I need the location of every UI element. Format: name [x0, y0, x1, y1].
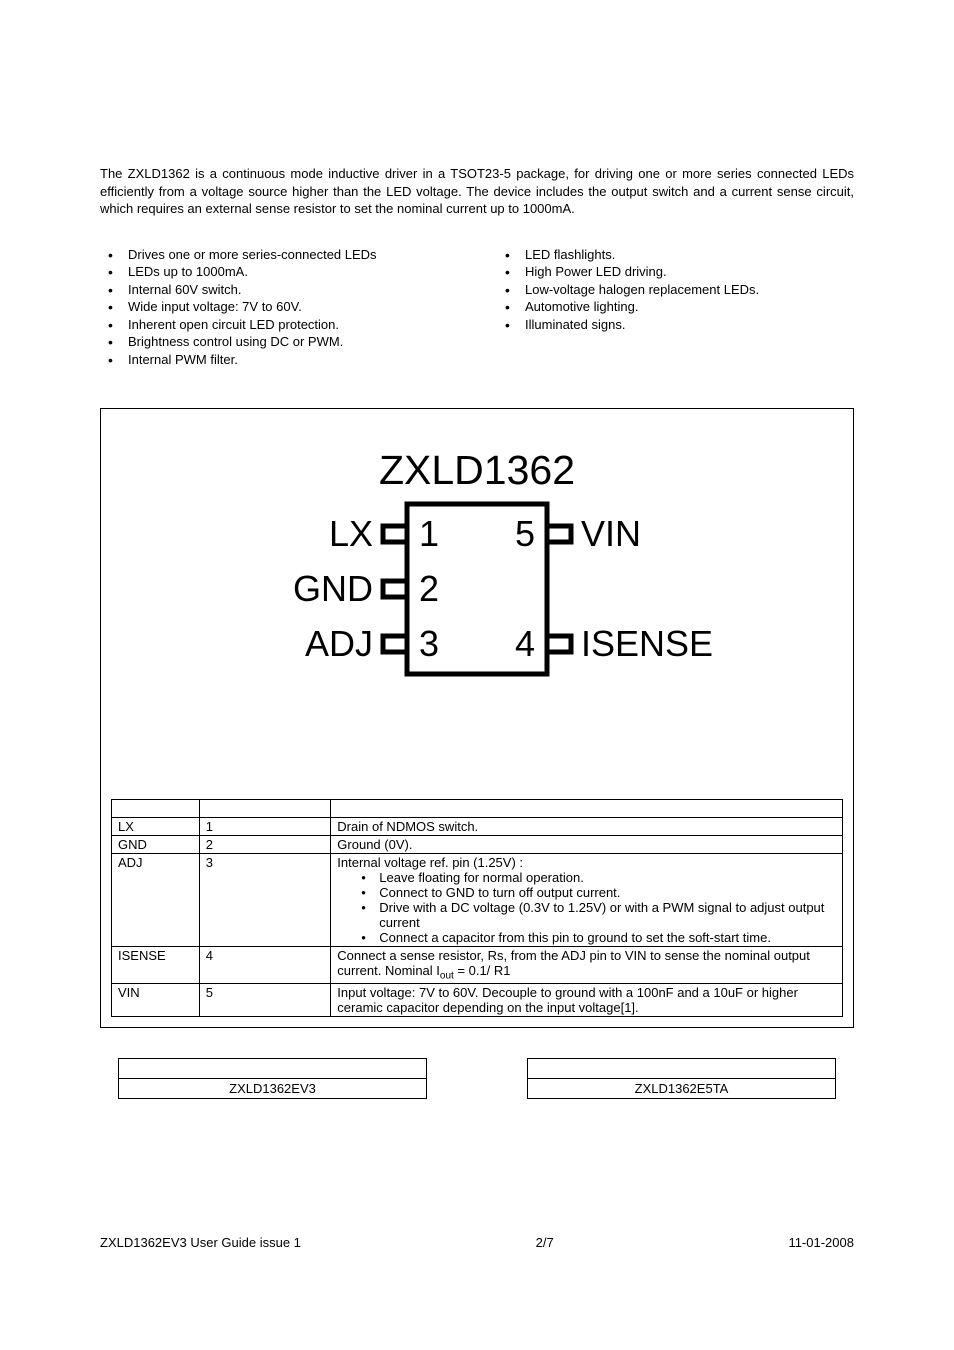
intro-paragraph: The ZXLD1362 is a continuous mode induct…	[100, 165, 854, 218]
pin-description: Internal voltage ref. pin (1.25V) :Leave…	[331, 854, 843, 947]
pin-name: ADJ	[112, 854, 200, 947]
table-row: LX1Drain of NDMOS switch.	[112, 818, 843, 836]
svg-text:4: 4	[515, 623, 535, 664]
feature-item: Brightness control using DC or PWM.	[100, 333, 457, 351]
pin-name: VIN	[112, 984, 200, 1017]
svg-text:ISENSE: ISENSE	[581, 623, 713, 664]
svg-text:2: 2	[419, 568, 439, 609]
ordering-right-header	[528, 1059, 836, 1079]
feature-item: LEDs up to 1000mA.	[100, 263, 457, 281]
ordering-table-left: ZXLD1362EV3	[118, 1058, 427, 1099]
footer-center: 2/7	[536, 1235, 554, 1250]
pin-description: Connect a sense resistor, Rs, from the A…	[331, 947, 843, 984]
ordering-table-right: ZXLD1362E5TA	[527, 1058, 836, 1099]
features-list: Drives one or more series-connected LEDs…	[100, 246, 457, 369]
feature-item: Internal PWM filter.	[100, 351, 457, 369]
svg-text:5: 5	[515, 513, 535, 554]
pin-description-table: LX1Drain of NDMOS switch.GND2Ground (0V)…	[111, 799, 843, 1017]
pin-number: 3	[199, 854, 331, 947]
pin-name: GND	[112, 836, 200, 854]
feature-columns: Drives one or more series-connected LEDs…	[100, 246, 854, 369]
svg-text:ZXLD1362: ZXLD1362	[379, 447, 575, 493]
pin-number: 4	[199, 947, 331, 984]
pin-name: LX	[112, 818, 200, 836]
ordering-right-value: ZXLD1362E5TA	[528, 1079, 836, 1099]
table-row: VIN5Input voltage: 7V to 60V. Decouple t…	[112, 984, 843, 1017]
pin-description: Drain of NDMOS switch.	[331, 818, 843, 836]
svg-text:LX: LX	[329, 513, 373, 554]
svg-text:1: 1	[419, 513, 439, 554]
feature-item: Inherent open circuit LED protection.	[100, 316, 457, 334]
application-item: Low-voltage halogen replacement LEDs.	[497, 281, 854, 299]
pinout-diagram: ZXLD1362 1 LX 2 GND 3 ADJ 5 VIN 4 ISENSE	[217, 439, 737, 699]
feature-item: Wide input voltage: 7V to 60V.	[100, 298, 457, 316]
pinout-diagram-container: ZXLD13621LX2GND3ADJ5VIN4ISENSE LX1Drain …	[100, 408, 854, 1028]
pin-description: Ground (0V).	[331, 836, 843, 854]
application-item: Illuminated signs.	[497, 316, 854, 334]
footer-right: 11-01-2008	[788, 1235, 854, 1250]
page-footer: ZXLD1362EV3 User Guide issue 1 2/7 11-01…	[100, 1235, 854, 1250]
ordering-left-value: ZXLD1362EV3	[119, 1079, 427, 1099]
table-row: ADJ3Internal voltage ref. pin (1.25V) :L…	[112, 854, 843, 947]
footer-left: ZXLD1362EV3 User Guide issue 1	[100, 1235, 301, 1250]
pin-number: 2	[199, 836, 331, 854]
application-item: Automotive lighting.	[497, 298, 854, 316]
svg-text:3: 3	[419, 623, 439, 664]
pin-description: Input voltage: 7V to 60V. Decouple to gr…	[331, 984, 843, 1017]
application-item: LED flashlights.	[497, 246, 854, 264]
feature-item: Drives one or more series-connected LEDs	[100, 246, 457, 264]
pin-number: 5	[199, 984, 331, 1017]
ordering-left-header	[119, 1059, 427, 1079]
table-row: GND2Ground (0V).	[112, 836, 843, 854]
pin-number: 1	[199, 818, 331, 836]
pin-name: ISENSE	[112, 947, 200, 984]
feature-item: Internal 60V switch.	[100, 281, 457, 299]
svg-text:VIN: VIN	[581, 513, 641, 554]
table-row: ISENSE4Connect a sense resistor, Rs, fro…	[112, 947, 843, 984]
ordering-tables: ZXLD1362EV3 ZXLD1362E5TA	[100, 1058, 854, 1099]
svg-text:GND: GND	[293, 568, 373, 609]
applications-list: LED flashlights.High Power LED driving.L…	[497, 246, 854, 334]
application-item: High Power LED driving.	[497, 263, 854, 281]
svg-text:ADJ: ADJ	[305, 623, 373, 664]
